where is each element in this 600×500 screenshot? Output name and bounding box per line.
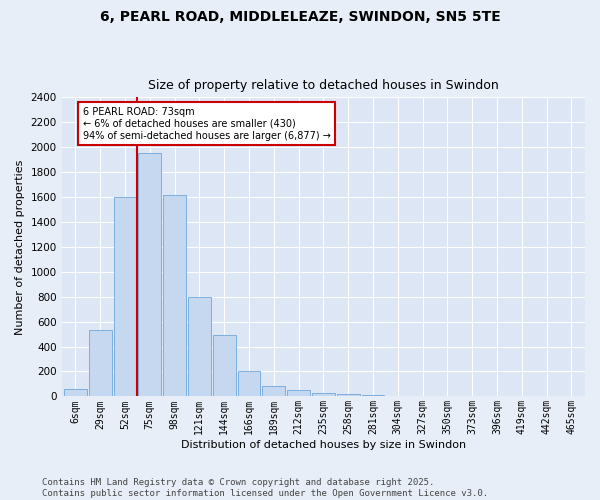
Bar: [89, 330, 112, 396]
Bar: [337, 394, 359, 396]
Bar: [312, 392, 335, 396]
Title: Size of property relative to detached houses in Swindon: Size of property relative to detached ho…: [148, 79, 499, 92]
Text: Contains HM Land Registry data © Crown copyright and database right 2025.
Contai: Contains HM Land Registry data © Crown c…: [42, 478, 488, 498]
Bar: [262, 386, 285, 396]
Bar: [139, 154, 161, 396]
Bar: [163, 194, 186, 396]
Bar: [113, 197, 136, 396]
Text: 6, PEARL ROAD, MIDDLELEAZE, SWINDON, SN5 5TE: 6, PEARL ROAD, MIDDLELEAZE, SWINDON, SN5…: [100, 10, 500, 24]
Bar: [362, 395, 385, 396]
Y-axis label: Number of detached properties: Number of detached properties: [15, 159, 25, 334]
Bar: [64, 389, 87, 396]
Bar: [238, 372, 260, 396]
Text: 6 PEARL ROAD: 73sqm
← 6% of detached houses are smaller (430)
94% of semi-detach: 6 PEARL ROAD: 73sqm ← 6% of detached hou…: [83, 108, 331, 140]
Bar: [188, 296, 211, 396]
X-axis label: Distribution of detached houses by size in Swindon: Distribution of detached houses by size …: [181, 440, 466, 450]
Bar: [213, 336, 236, 396]
Bar: [287, 390, 310, 396]
